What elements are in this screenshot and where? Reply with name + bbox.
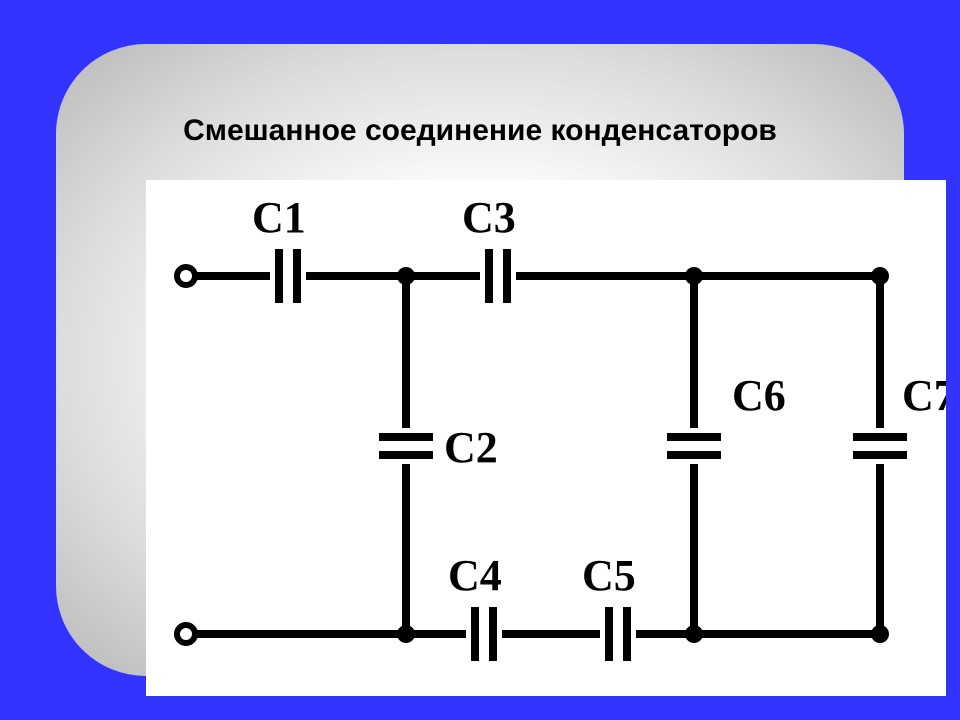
page-background: Смешанное соединение конденсаторов C1C3C… <box>0 0 960 720</box>
capacitor-label-c6: C6 <box>732 371 786 420</box>
circuit-panel: C1 C3 C2 C4 C5 C6 C7 <box>146 180 946 696</box>
circuit-svg: C1 C3 C2 C4 C5 C6 C7 <box>146 180 946 696</box>
capacitor-label-c1: C1 <box>252 193 306 242</box>
terminal <box>177 267 195 285</box>
junction-dot <box>871 625 889 643</box>
junction-dot <box>397 267 415 285</box>
capacitor-label-c2: C2 <box>444 423 498 472</box>
slide-title: Смешанное соединение конденсаторов <box>56 114 904 148</box>
capacitor-c4 <box>475 607 493 661</box>
capacitor-label-c4: C4 <box>448 551 502 600</box>
terminal <box>177 625 195 643</box>
capacitor-c2 <box>379 437 433 455</box>
capacitor-label-c5: C5 <box>582 551 636 600</box>
capacitor-label-c7: C7 <box>902 371 946 420</box>
capacitor-c7 <box>853 437 907 455</box>
capacitor-c3 <box>489 249 507 303</box>
junction-dot <box>685 267 703 285</box>
slide-card: Смешанное соединение конденсаторов C1 C3 C… <box>56 44 904 676</box>
capacitor-label-c3: C3 <box>462 193 516 242</box>
capacitor-c1 <box>279 249 297 303</box>
junction-dot <box>397 625 415 643</box>
junction-dot <box>685 625 703 643</box>
capacitor-c5 <box>609 607 627 661</box>
junction-dot <box>871 267 889 285</box>
capacitor-c6 <box>667 437 721 455</box>
